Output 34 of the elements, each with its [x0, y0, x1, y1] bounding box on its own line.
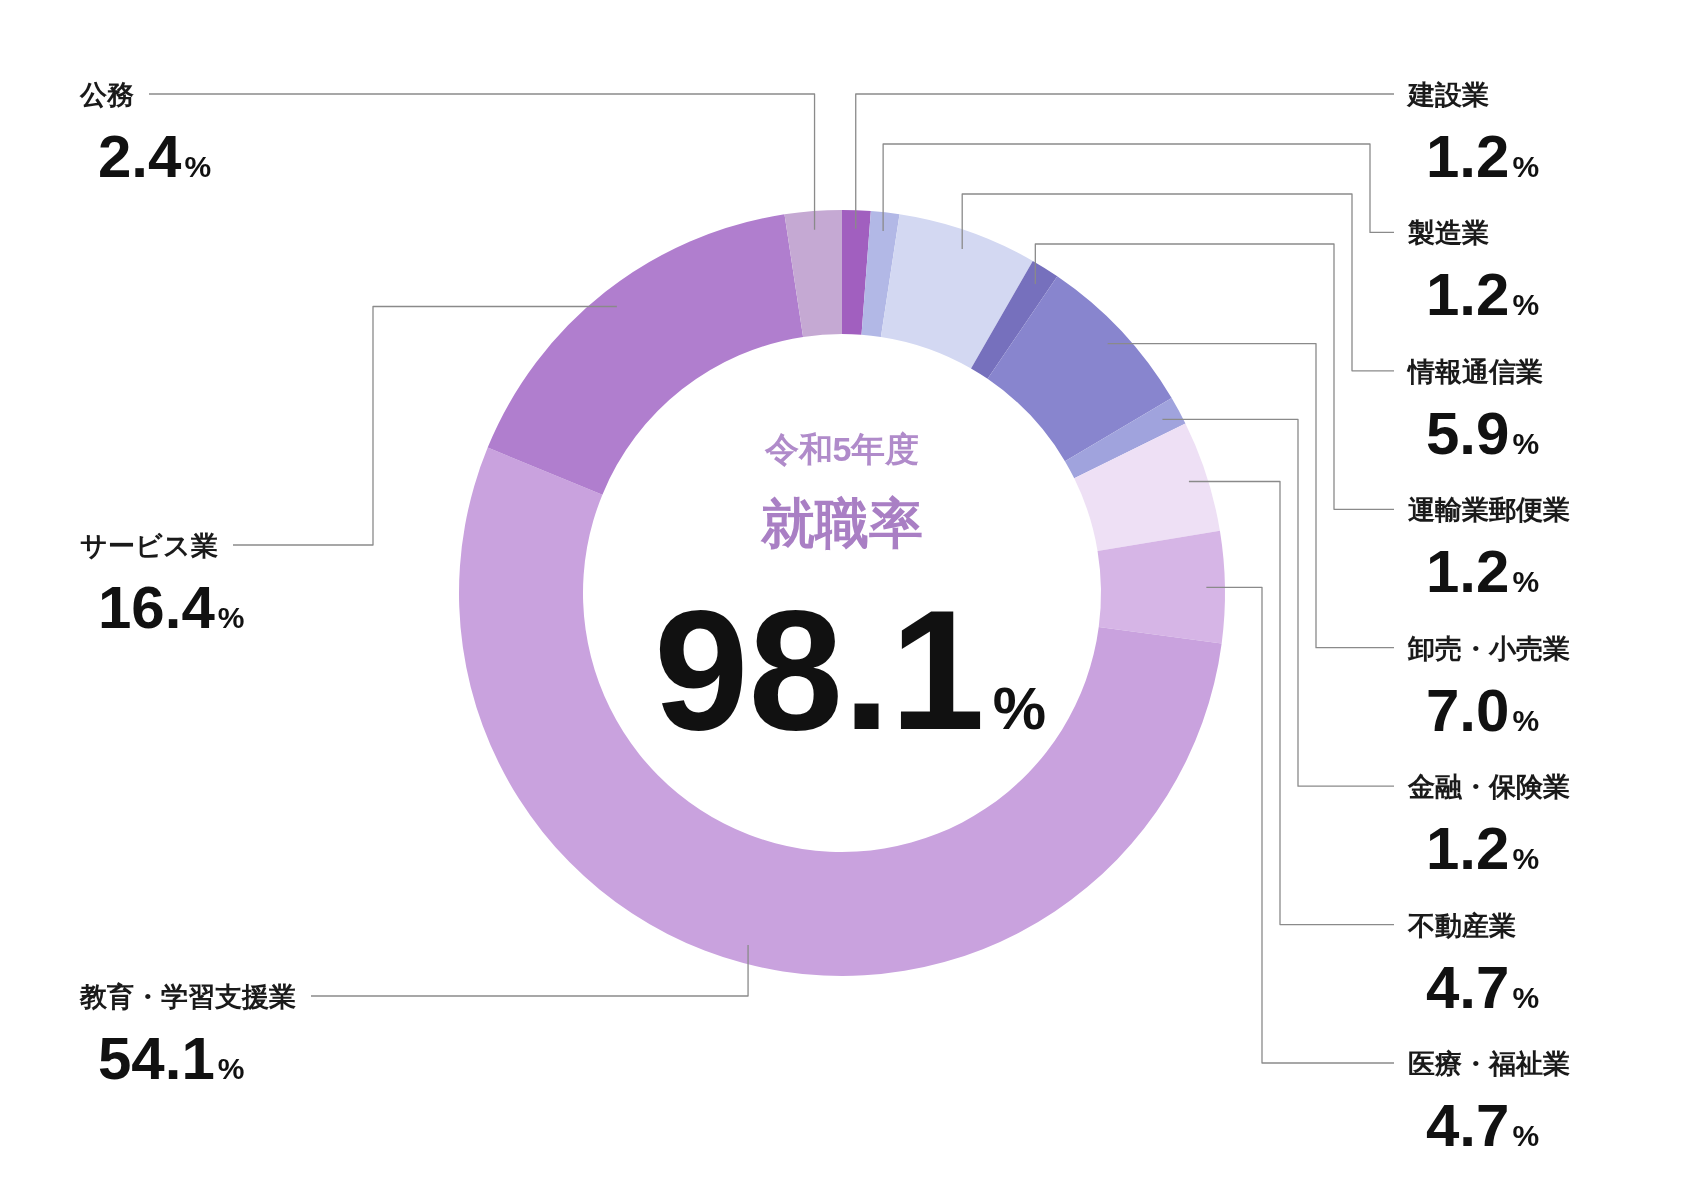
data-label: 54.1%: [98, 1025, 245, 1092]
data-label: 1.2%: [1426, 261, 1540, 329]
slice-label: 製造業: [1407, 218, 1489, 249]
slice-label: サービス業: [80, 531, 218, 561]
donut-slice: [842, 210, 871, 335]
text: 就職率: [760, 493, 923, 553]
text: 98.1%: [653, 575, 1047, 765]
donut-slice: [971, 260, 1058, 379]
text: 令和5年度: [763, 430, 920, 468]
slice-label: 公務: [79, 80, 134, 110]
slice-label: 教育・学習支援業: [79, 982, 296, 1012]
slice-label: 卸売・小売業: [1407, 633, 1570, 664]
donut-slice: [1097, 530, 1225, 644]
donut-slice: [784, 210, 842, 337]
donut-slice: [880, 214, 1033, 369]
donut-slice: [1074, 423, 1220, 551]
donut-slice: [987, 276, 1172, 462]
slice-label: 金融・保険業: [1407, 772, 1570, 803]
data-label: 4.7%: [1426, 953, 1540, 1021]
slice-label: 医療・福祉業: [1408, 1049, 1570, 1079]
slice-label: 不動産業: [1407, 910, 1516, 941]
data-label: 16.4%: [98, 574, 245, 641]
data-label: 1.2%: [1426, 538, 1540, 606]
donut-slice: [861, 211, 900, 337]
data-label: 7.0%: [1426, 676, 1540, 744]
donut-slice: [1064, 398, 1186, 479]
data-label: 4.7%: [1426, 1092, 1540, 1159]
data-label: 5.9%: [1426, 399, 1540, 467]
slice-label: 建設業: [1406, 80, 1489, 110]
data-label: 1.2%: [1426, 123, 1540, 190]
slice-label: 情報通信業: [1406, 356, 1543, 387]
slice-label: 運輸業郵便業: [1408, 495, 1570, 526]
data-label: 2.4%: [98, 123, 212, 190]
data-label: 1.2%: [1426, 815, 1540, 883]
